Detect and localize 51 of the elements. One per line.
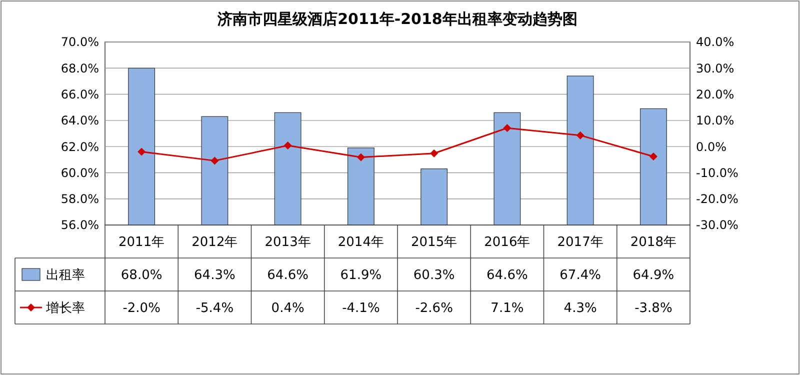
- x-tick-label: 2011年: [118, 235, 165, 250]
- data-label: 7.1%: [490, 301, 524, 316]
- point: [430, 149, 438, 158]
- data-label: 64.9%: [632, 268, 674, 284]
- data-label: 64.6%: [486, 268, 528, 284]
- y-tick-label: 64.0%: [60, 114, 99, 128]
- x-tick-label: 2014年: [338, 235, 384, 250]
- data-label: -4.1%: [342, 301, 380, 316]
- x-tick-label: 2015年: [411, 235, 458, 250]
- y-tick-label: 58.0%: [60, 192, 99, 206]
- y2-tick-label: 0.0%: [696, 140, 726, 154]
- point: [138, 148, 146, 156]
- legend-label: 出租率: [46, 267, 85, 284]
- point: [356, 153, 365, 162]
- data-label: 4.3%: [564, 301, 597, 316]
- data-label: 61.9%: [340, 268, 382, 284]
- x-tick-label: 2016年: [484, 235, 530, 250]
- data-label: 67.4%: [560, 268, 601, 284]
- y2-tick-label: 20.0%: [696, 87, 734, 102]
- y2-tick-label: 40.0%: [696, 35, 734, 50]
- y2-tick-label: -20.0%: [696, 192, 738, 206]
- data-label: -2.0%: [122, 301, 160, 316]
- data-label: 64.3%: [194, 268, 236, 284]
- chart-title: 济南市四星级酒店2011年-2018年出租率变动趋势图: [216, 10, 578, 28]
- x-tick-label: 2017年: [557, 235, 604, 250]
- data-label: 68.0%: [120, 268, 162, 284]
- data-label: -2.6%: [415, 301, 453, 316]
- data-label: 60.3%: [413, 268, 455, 284]
- y-tick-label: 70.0%: [60, 35, 99, 50]
- x-tick-label: 2018年: [630, 235, 676, 250]
- y-tick-label: 68.0%: [60, 61, 99, 76]
- y-tick-label: 62.0%: [60, 140, 99, 154]
- y2-tick-label: -10.0%: [696, 166, 738, 180]
- x-tick-label: 2012年: [192, 235, 238, 250]
- data-label: 0.4%: [271, 301, 304, 316]
- data-label: -5.4%: [196, 301, 234, 316]
- y2-tick-label: -30.0%: [696, 218, 738, 232]
- y-tick-label: 56.0%: [60, 218, 99, 232]
- point: [210, 156, 219, 165]
- x-tick-label: 2013年: [264, 235, 311, 250]
- point: [576, 131, 584, 140]
- y-tick-label: 66.0%: [60, 87, 99, 102]
- y-tick-label: 60.0%: [60, 166, 99, 180]
- legend-label: 增长率: [45, 300, 85, 316]
- point: [503, 124, 512, 132]
- y2-tick-label: 10.0%: [696, 114, 734, 128]
- point: [284, 142, 292, 150]
- data-label: -3.8%: [634, 301, 672, 316]
- y2-tick-label: 30.0%: [696, 61, 734, 76]
- data-label: 64.6%: [267, 268, 308, 284]
- point: [649, 152, 658, 161]
